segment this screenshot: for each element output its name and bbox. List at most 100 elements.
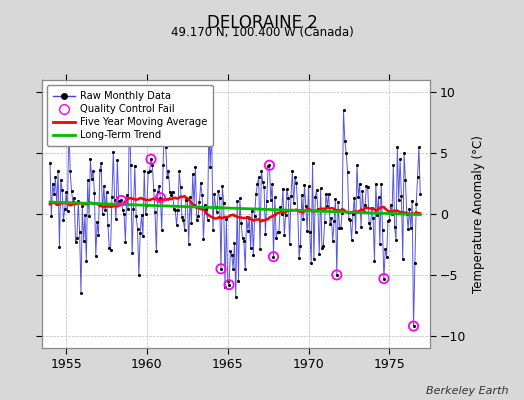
Point	[137, 211, 146, 218]
Point	[302, 203, 310, 209]
Point	[385, 217, 394, 223]
Point	[156, 194, 165, 201]
Point	[364, 184, 372, 190]
Point	[405, 205, 413, 212]
Y-axis label: Temperature Anomaly (°C): Temperature Anomaly (°C)	[472, 135, 485, 293]
Point	[397, 193, 406, 199]
Point	[161, 144, 170, 150]
Point	[89, 168, 97, 174]
Point	[274, 228, 282, 235]
Point	[349, 210, 357, 217]
Point	[46, 160, 54, 166]
Point	[412, 201, 420, 207]
Point	[106, 247, 115, 253]
Point	[275, 228, 283, 235]
Point	[68, 188, 76, 195]
Point	[334, 199, 342, 205]
Point	[218, 183, 226, 190]
Point	[63, 208, 72, 214]
Point	[227, 252, 236, 258]
Point	[280, 232, 288, 238]
Point	[220, 200, 228, 206]
Point	[300, 182, 309, 188]
Point	[175, 168, 183, 174]
Point	[166, 189, 174, 195]
Point	[370, 258, 379, 264]
Point	[366, 224, 375, 231]
Point	[93, 219, 101, 225]
Point	[359, 209, 368, 216]
Point	[292, 180, 301, 186]
Point	[330, 218, 339, 224]
Point	[208, 120, 216, 126]
Point	[411, 260, 419, 266]
Point	[55, 244, 63, 250]
Point	[75, 229, 84, 236]
Point	[271, 194, 279, 201]
Point	[135, 272, 143, 278]
Point	[331, 196, 340, 202]
Point	[120, 211, 128, 218]
Point	[144, 169, 152, 176]
Point	[269, 254, 278, 260]
Point	[152, 248, 160, 254]
Point	[350, 194, 358, 201]
Point	[373, 211, 381, 218]
Point	[377, 180, 385, 187]
Point	[368, 205, 376, 211]
Point	[64, 120, 73, 126]
Point	[329, 238, 337, 244]
Point	[118, 207, 127, 213]
Point	[346, 216, 354, 223]
Point	[225, 282, 233, 288]
Point	[129, 206, 138, 213]
Point	[234, 278, 243, 284]
Point	[321, 219, 329, 225]
Point	[393, 144, 401, 150]
Point	[244, 228, 252, 234]
Point	[86, 156, 94, 162]
Point	[151, 209, 159, 216]
Point	[80, 238, 88, 244]
Point	[263, 198, 271, 204]
Point	[318, 245, 326, 252]
Point	[187, 220, 195, 226]
Point	[194, 213, 202, 219]
Point	[296, 243, 304, 249]
Point	[261, 231, 270, 237]
Point	[250, 212, 259, 219]
Point	[372, 181, 380, 187]
Point	[336, 225, 345, 232]
Point	[407, 225, 415, 232]
Legend: Raw Monthly Data, Quality Control Fail, Five Year Moving Average, Long-Term Tren: Raw Monthly Data, Quality Control Fail, …	[47, 85, 213, 146]
Point	[381, 246, 389, 253]
Point	[206, 164, 214, 170]
Point	[121, 238, 129, 245]
Point	[396, 156, 404, 162]
Point	[203, 217, 212, 223]
Point	[378, 226, 387, 233]
Point	[116, 201, 124, 207]
Point	[303, 228, 311, 234]
Point	[217, 266, 225, 272]
Point	[408, 197, 417, 204]
Point	[158, 227, 166, 234]
Point	[340, 107, 348, 114]
Point	[361, 202, 369, 208]
Point	[130, 162, 139, 169]
Point	[345, 216, 353, 223]
Point	[174, 207, 182, 213]
Point	[269, 254, 278, 260]
Point	[335, 224, 344, 231]
Point	[388, 211, 396, 217]
Point	[288, 168, 297, 174]
Point	[186, 194, 194, 200]
Point	[81, 212, 89, 218]
Point	[255, 174, 263, 181]
Point	[245, 214, 254, 221]
Point	[229, 266, 237, 272]
Point	[123, 191, 131, 198]
Point	[127, 162, 135, 168]
Point	[323, 203, 332, 209]
Point	[287, 193, 295, 199]
